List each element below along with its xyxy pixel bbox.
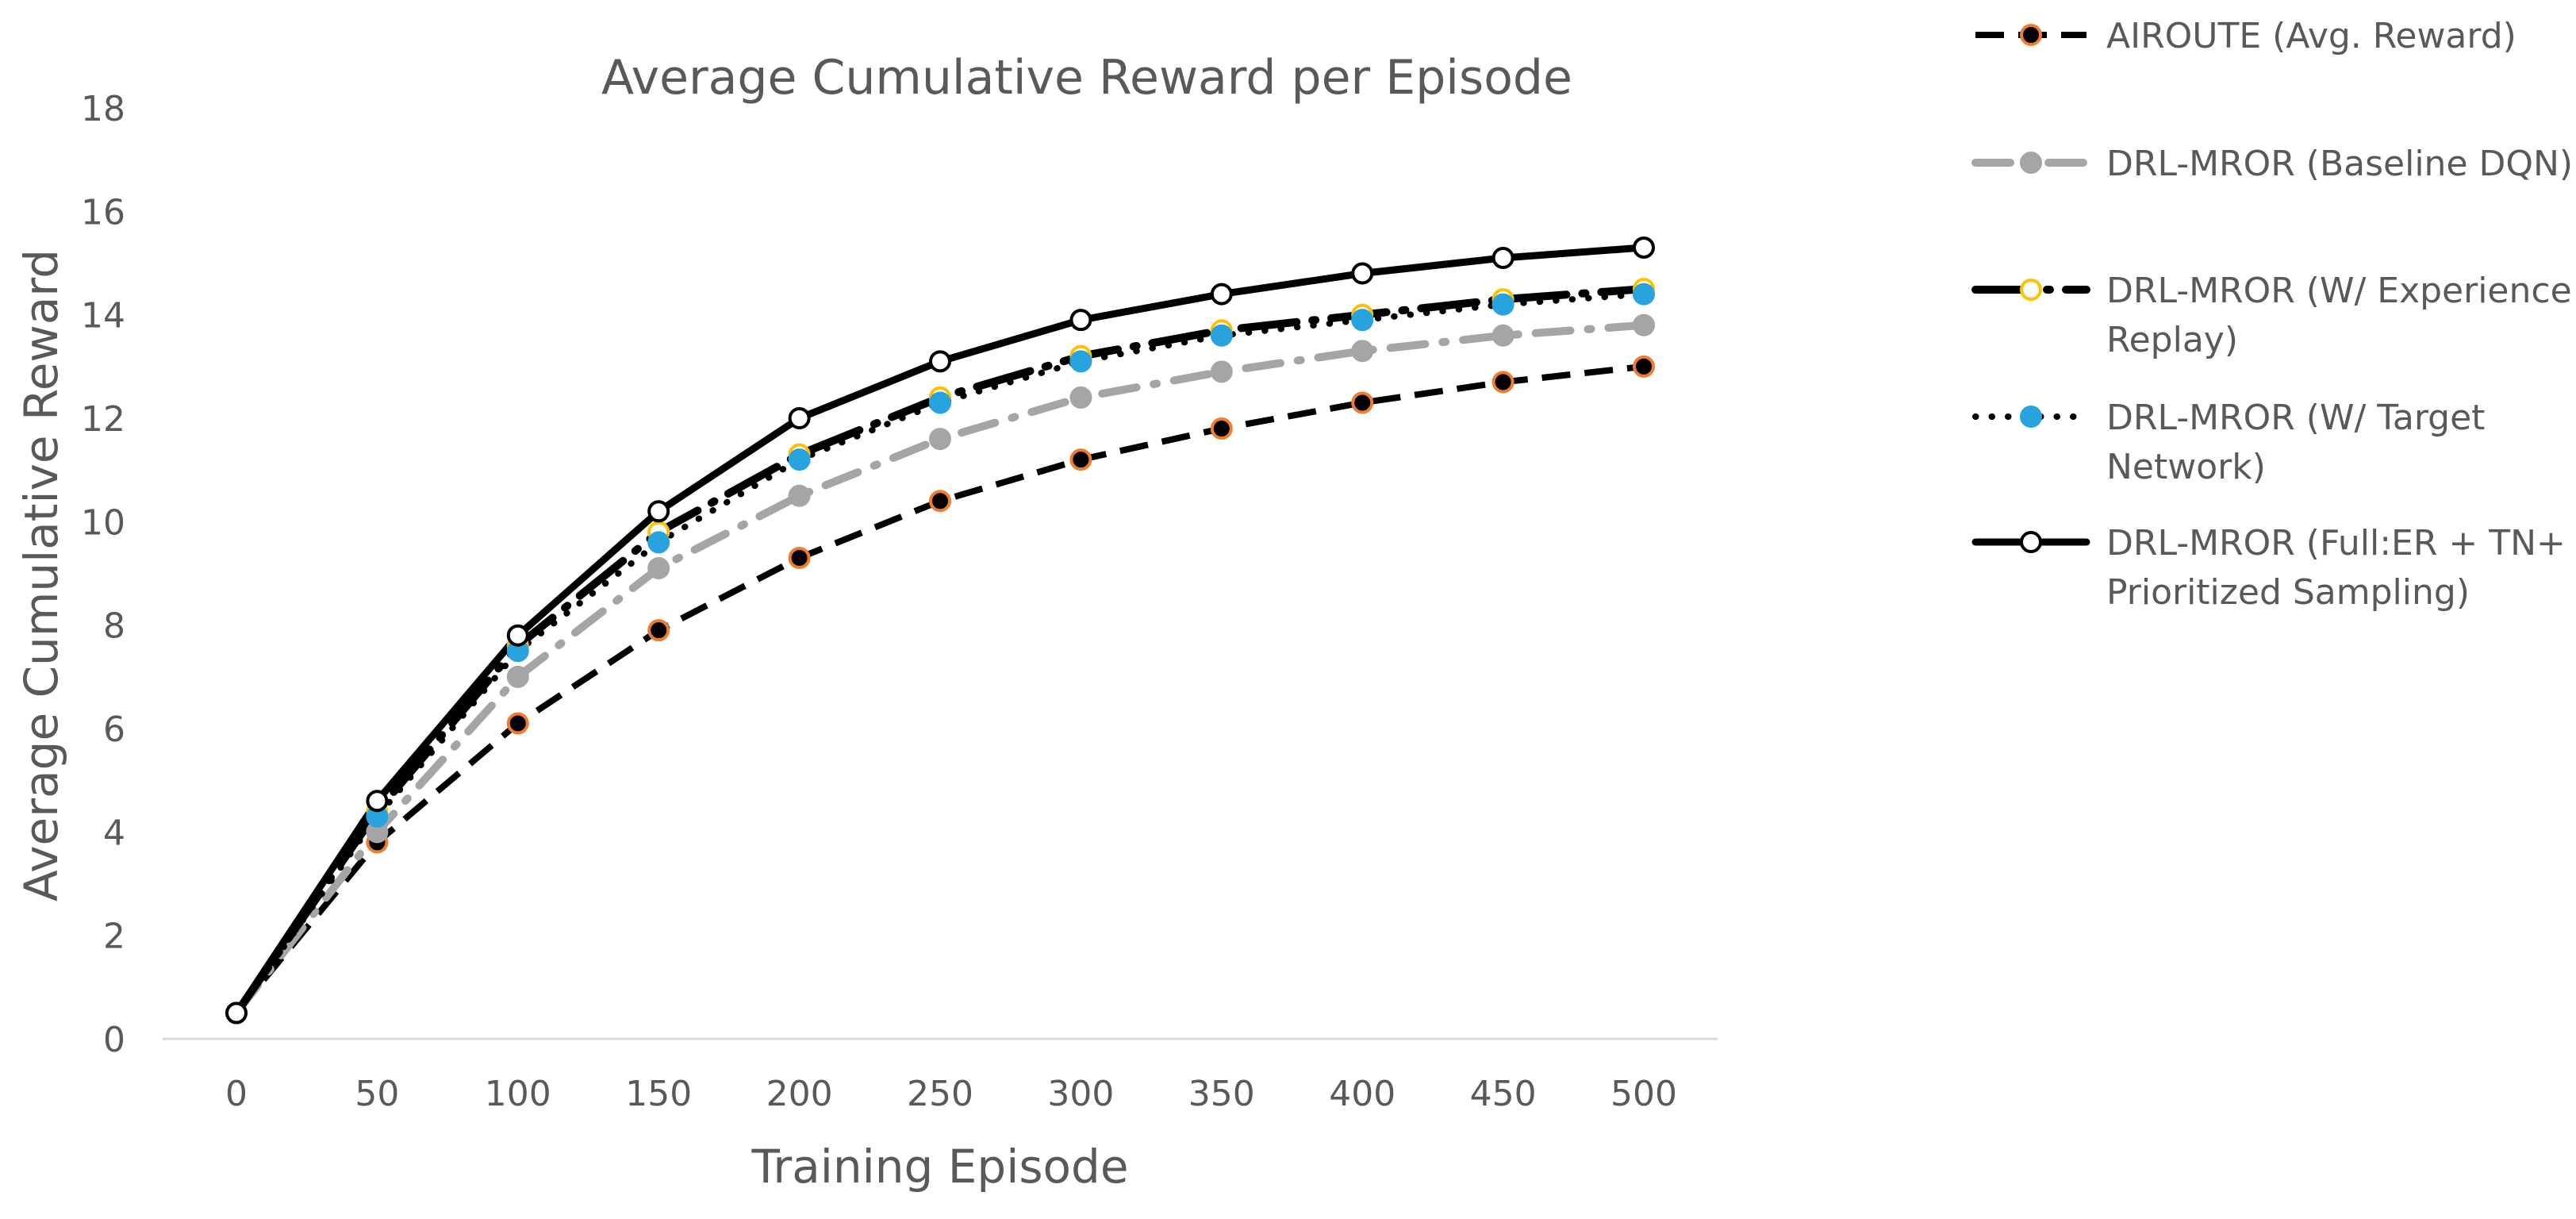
- x-tick-label: 50: [355, 1074, 399, 1114]
- series-5-point: [1351, 262, 1374, 285]
- legend-item: DRL-MROR (W/ Experience Replay): [1971, 271, 2572, 360]
- series-line-1: [233, 363, 1645, 1015]
- series-4-point: [1069, 350, 1092, 373]
- y-tick-label: 0: [103, 1020, 125, 1060]
- series-1-point: [1210, 417, 1233, 440]
- series-5-point: [647, 500, 670, 523]
- series-2-point: [1351, 340, 1374, 363]
- series-1-point: [1491, 371, 1515, 394]
- series-1-point: [929, 490, 951, 513]
- series-4-point: [788, 448, 811, 471]
- series-4-point: [647, 531, 670, 554]
- series-2-point: [1633, 313, 1655, 336]
- legend-marker: [2020, 152, 2042, 174]
- x-tick-label: 100: [485, 1074, 551, 1114]
- series-4-point: [1351, 309, 1374, 332]
- series-line-4: [233, 290, 1647, 1017]
- x-tick-label: 250: [907, 1074, 973, 1114]
- x-tick-label: 200: [766, 1074, 833, 1114]
- series-1-point: [1633, 355, 1655, 378]
- y-tick-label: 8: [103, 606, 125, 647]
- series-1-point: [1351, 391, 1374, 414]
- series-5-point: [1633, 236, 1655, 259]
- y-axis-label: Average Cumulative Reward: [14, 249, 68, 902]
- series-4-point: [1633, 283, 1655, 306]
- y-tick-label: 14: [81, 296, 125, 336]
- x-tick-label: 500: [1610, 1074, 1677, 1114]
- x-tick-label: 350: [1188, 1074, 1255, 1114]
- legend-marker: [2020, 531, 2042, 553]
- series-5-point: [1210, 283, 1233, 306]
- x-tick-label: 400: [1329, 1074, 1395, 1114]
- series-2-point: [1210, 360, 1233, 383]
- series-4-point: [929, 391, 951, 414]
- y-tick-label: 2: [103, 917, 125, 957]
- series-2-point: [647, 556, 670, 579]
- y-tick-label: 6: [103, 709, 125, 750]
- series-4-point: [1210, 324, 1233, 347]
- legend-marker: [2020, 406, 2042, 428]
- x-tick-label: 150: [625, 1074, 692, 1114]
- legend-label: DRL-MROR (W/ Experience: [2106, 271, 2572, 311]
- legend-item: DRL-MROR (W/ Target Network): [1972, 398, 2485, 487]
- x-tick-labels: 0 50 100 150 200 250 300 350 400 450 500: [225, 1074, 1677, 1114]
- y-tick-label: 12: [81, 399, 125, 440]
- chart-title: Average Cumulative Reward per Episode: [601, 50, 1572, 106]
- series-1-point: [506, 712, 529, 735]
- legend-marker: [2020, 279, 2042, 301]
- series-2-point: [1491, 324, 1515, 347]
- series-5-point: [929, 350, 951, 373]
- y-tick-label: 10: [81, 502, 125, 543]
- series-5-point: [1069, 309, 1092, 332]
- legend-item: DRL-MROR (Full:ER + TN+ Prioritized Sampl…: [1971, 523, 2566, 613]
- legend: AIROUTE (Avg. Reward) DRL-MROR (Baseline …: [1971, 16, 2573, 613]
- legend-label: Replay): [2106, 320, 2238, 360]
- series-2-point: [506, 665, 529, 688]
- series-1-point: [788, 546, 811, 569]
- series-4-point: [1491, 293, 1515, 316]
- series-2-point: [1069, 386, 1092, 409]
- legend-label: DRL-MROR (Full:ER + TN+: [2106, 523, 2566, 563]
- legend-label: DRL-MROR (Baseline DQN): [2106, 144, 2573, 184]
- legend-label: DRL-MROR (W/ Target: [2106, 398, 2485, 438]
- legend-marker: [2020, 24, 2042, 46]
- series-5-point: [506, 624, 529, 647]
- legend-label: Prioritized Sampling): [2106, 572, 2470, 613]
- series-1-point: [1069, 448, 1092, 471]
- y-tick-label: 16: [81, 192, 125, 233]
- y-tick-label: 4: [103, 813, 125, 853]
- series-5-point: [225, 1002, 248, 1025]
- x-axis-label: Training Episode: [751, 1140, 1128, 1194]
- legend-label: AIROUTE (Avg. Reward): [2106, 16, 2516, 56]
- x-tick-label: 0: [225, 1074, 248, 1114]
- x-tick-label: 450: [1470, 1074, 1537, 1114]
- series-markers: [225, 236, 1655, 1025]
- y-tick-label: 18: [81, 89, 125, 129]
- legend-item: AIROUTE (Avg. Reward): [1975, 16, 2516, 56]
- y-tick-labels: 0 2 4 6 8 10 12 14 16 18: [81, 89, 125, 1060]
- legend-item: DRL-MROR (Baseline DQN): [1971, 144, 2573, 184]
- series-5-point: [1491, 246, 1515, 269]
- series-2-point: [788, 484, 811, 507]
- legend-label: Network): [2106, 447, 2266, 487]
- series-1-point: [647, 619, 670, 642]
- series-5-point: [366, 790, 389, 813]
- series-5-point: [788, 407, 811, 429]
- x-tick-label: 300: [1047, 1074, 1114, 1114]
- series-2-point: [929, 428, 951, 451]
